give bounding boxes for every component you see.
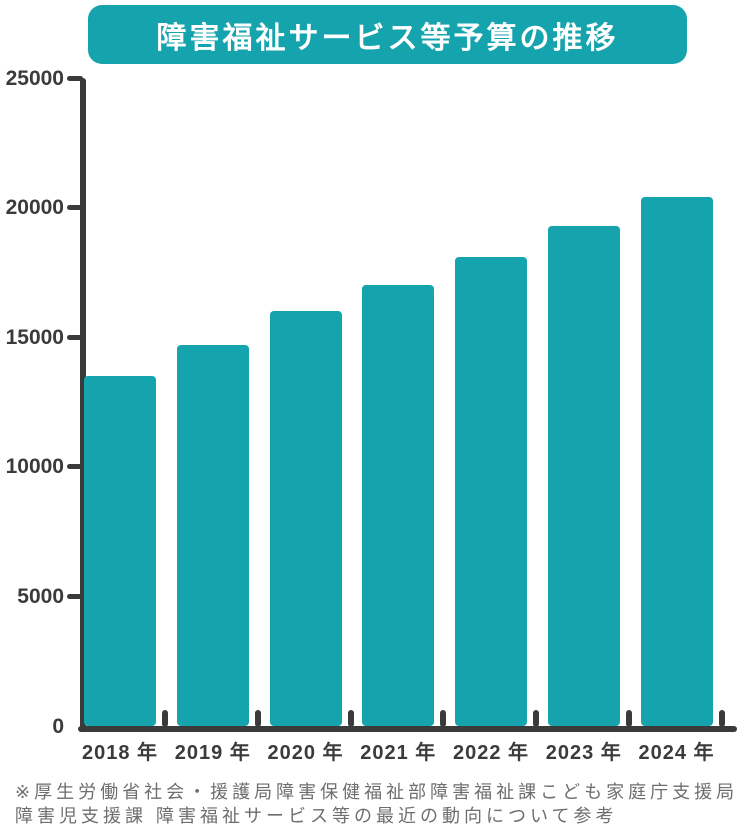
y-tick-20000 [67, 205, 83, 211]
x-tick-2 [254, 710, 261, 727]
y-tick-label-20000: 20000 [5, 196, 64, 220]
y-tick-label-5000: 5000 [17, 584, 64, 608]
x-label-2023年: 2023 年 [545, 742, 622, 764]
x-tick-6 [625, 710, 632, 727]
x-tick-1 [162, 710, 168, 727]
chart-title-badge: 障害福祉サービス等予算の推移 [88, 5, 687, 64]
x-axis-line [78, 726, 737, 732]
y-tick-label-10000: 10000 [5, 455, 64, 479]
chart-title: 障害福祉サービス等予算の推移 [156, 21, 619, 55]
bar-2018年 [84, 376, 156, 726]
bar-chart: 0 5000 10000 15000 20000 25000 2018 年 2019 年 20… [5, 66, 737, 764]
x-tick-3 [347, 710, 354, 727]
y-tick-25000 [67, 75, 83, 81]
y-tick-15000 [67, 334, 83, 340]
bar-2019年 [176, 344, 249, 726]
bar-2024年 [640, 197, 713, 726]
bar-2023年 [547, 225, 620, 726]
source-note-line2: 障害児支援課 障害福祉サービス等の最近の動向について参考 [15, 806, 618, 826]
y-tick-label-15000: 15000 [5, 325, 64, 349]
x-tick-4 [440, 710, 447, 727]
x-label-2020年: 2020 年 [267, 742, 344, 764]
bar-2021年 [362, 285, 435, 726]
x-label-2018年: 2018 年 [81, 742, 159, 764]
x-label-2024年: 2024 年 [638, 742, 715, 764]
y-tick-5000 [67, 593, 83, 599]
x-tick-7 [718, 710, 725, 727]
y-tick-label-0: 0 [52, 714, 64, 738]
source-note-line1: ※厚生労働省社会・援護局障害保健福祉部障害福祉課こども家庭庁支援局 [15, 782, 739, 802]
y-tick-10000 [67, 464, 83, 470]
y-axis-line [80, 78, 86, 732]
x-label-2019年: 2019 年 [174, 742, 251, 764]
source-note: ※厚生労働省社会・援護局障害保健福祉部障害福祉課こども家庭庁支援局 障害児支援課… [15, 780, 743, 828]
y-tick-label-25000: 25000 [5, 66, 64, 90]
bar-2022年 [455, 256, 527, 726]
bar-2020年 [269, 311, 342, 726]
x-label-2021年: 2021 年 [360, 742, 437, 764]
x-tick-5 [533, 710, 539, 727]
x-label-2022年: 2022 年 [452, 742, 530, 764]
